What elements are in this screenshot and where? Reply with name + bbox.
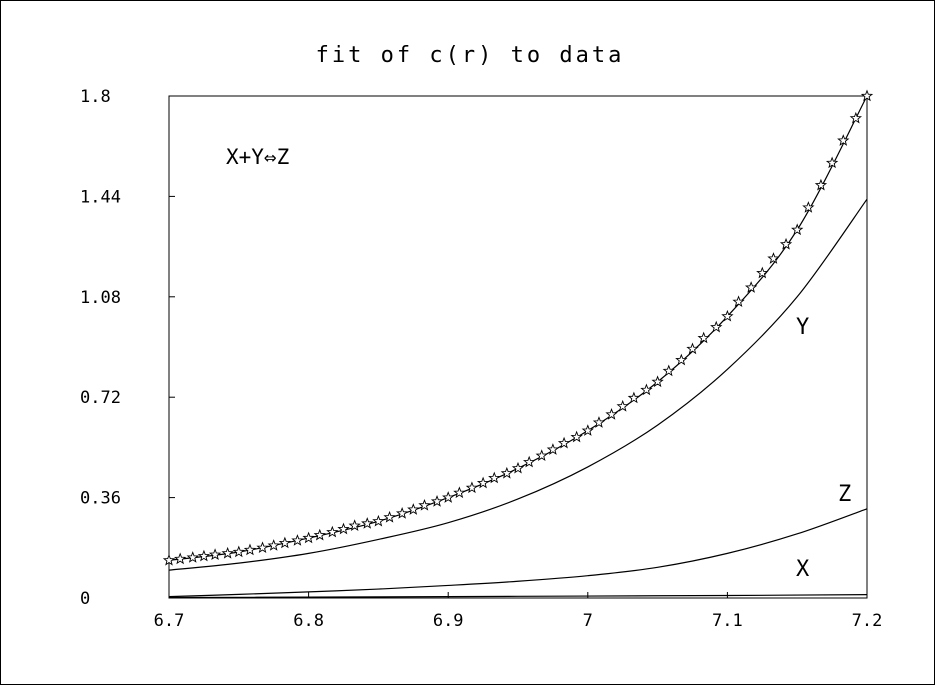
data-point-star — [662, 364, 675, 377]
data-point-star — [348, 519, 361, 531]
data-point-star — [697, 331, 710, 344]
y-axis: 0 0.36 0.72 1.08 1.44 1.8 — [80, 87, 175, 609]
curve-labels: Y Z X — [796, 315, 851, 582]
data-point-star — [849, 111, 862, 124]
y-tick-label: 1.44 — [80, 187, 121, 207]
y-tick-label: 0.72 — [80, 388, 121, 408]
data-point-star — [675, 353, 688, 366]
data-point-star — [686, 342, 699, 355]
series-line-x — [168, 594, 868, 599]
x-tick-label: 7 — [583, 611, 593, 631]
data-point-star — [442, 491, 455, 503]
data-point-star — [814, 178, 828, 191]
data-point-star — [592, 416, 606, 428]
data-point-star — [383, 510, 396, 523]
data-point-star — [221, 546, 234, 559]
curve-label-x: X — [796, 557, 810, 582]
data-point-star — [546, 443, 560, 455]
data-point-star — [605, 408, 618, 420]
y-tick-label: 0 — [80, 589, 90, 609]
curve-label-z: Z — [838, 482, 851, 507]
data-point-star — [802, 201, 815, 213]
data-point-star — [616, 399, 629, 412]
data-point-star — [256, 541, 269, 554]
data-point-star — [372, 514, 385, 527]
data-point-star — [535, 449, 548, 461]
data-point-star — [476, 476, 490, 489]
x-tick-label: 6.8 — [293, 611, 324, 631]
data-point-star — [326, 525, 339, 538]
data-point-star — [791, 223, 804, 236]
data-point-star — [710, 320, 723, 333]
x-axis: 6.7 6.8 6.9 7 7.1 7.2 — [154, 592, 883, 631]
data-point-star — [627, 391, 641, 404]
plot-area — [168, 95, 868, 599]
data-point-star — [744, 281, 758, 293]
data-point-star — [243, 543, 257, 556]
x-tick-label: 7.2 — [852, 611, 883, 631]
data-point-star — [361, 517, 374, 529]
x-tick-label: 7.1 — [712, 611, 743, 631]
data-point-star — [186, 551, 199, 563]
data-point-star — [488, 471, 501, 484]
data-point-star — [291, 534, 304, 546]
data-point-star — [511, 461, 525, 474]
chart-title: fit of c(r) to data — [316, 43, 625, 68]
data-point-star — [779, 237, 793, 250]
y-tick-label: 1.8 — [80, 87, 111, 107]
marker-layer — [162, 89, 874, 566]
data-point-star — [197, 549, 211, 562]
data-point-star — [418, 498, 431, 511]
data-point-star — [837, 134, 850, 146]
y-tick-label: 1.08 — [80, 288, 121, 308]
data-point-star — [302, 531, 315, 544]
data-point-star — [581, 424, 594, 436]
data-point-star — [500, 466, 513, 479]
data-point-star — [174, 552, 187, 565]
reaction-annotation: X+Y⇔Z — [226, 145, 289, 169]
data-point-star — [465, 481, 479, 494]
data-point-star — [278, 536, 292, 549]
data-point-star — [337, 522, 350, 535]
y-tick-label: 0.36 — [80, 489, 121, 509]
data-point-star — [523, 455, 536, 468]
data-point-star — [208, 548, 222, 561]
data-point-star — [860, 89, 874, 102]
data-point-star — [430, 495, 444, 507]
data-point-star — [162, 553, 176, 566]
data-point-star — [721, 309, 734, 322]
data-point-star — [732, 295, 745, 308]
series-line-z — [168, 508, 868, 598]
data-point-star — [557, 436, 571, 449]
data-point-star — [395, 507, 409, 519]
data-point-star — [756, 266, 769, 279]
x-tick-label: 6.7 — [154, 611, 185, 631]
data-point-star — [640, 383, 653, 396]
curve-label-y: Y — [796, 315, 809, 340]
data-point-star — [767, 252, 780, 264]
data-point-star — [570, 430, 583, 443]
data-point-star — [267, 539, 280, 551]
data-point-star — [313, 528, 326, 541]
series-line-y — [168, 198, 868, 571]
data-point-star — [453, 486, 466, 499]
data-point-star — [232, 545, 245, 558]
data-point-star — [825, 156, 839, 169]
data-point-star — [407, 503, 420, 515]
x-tick-label: 6.9 — [433, 611, 464, 631]
data-point-star — [651, 375, 664, 388]
